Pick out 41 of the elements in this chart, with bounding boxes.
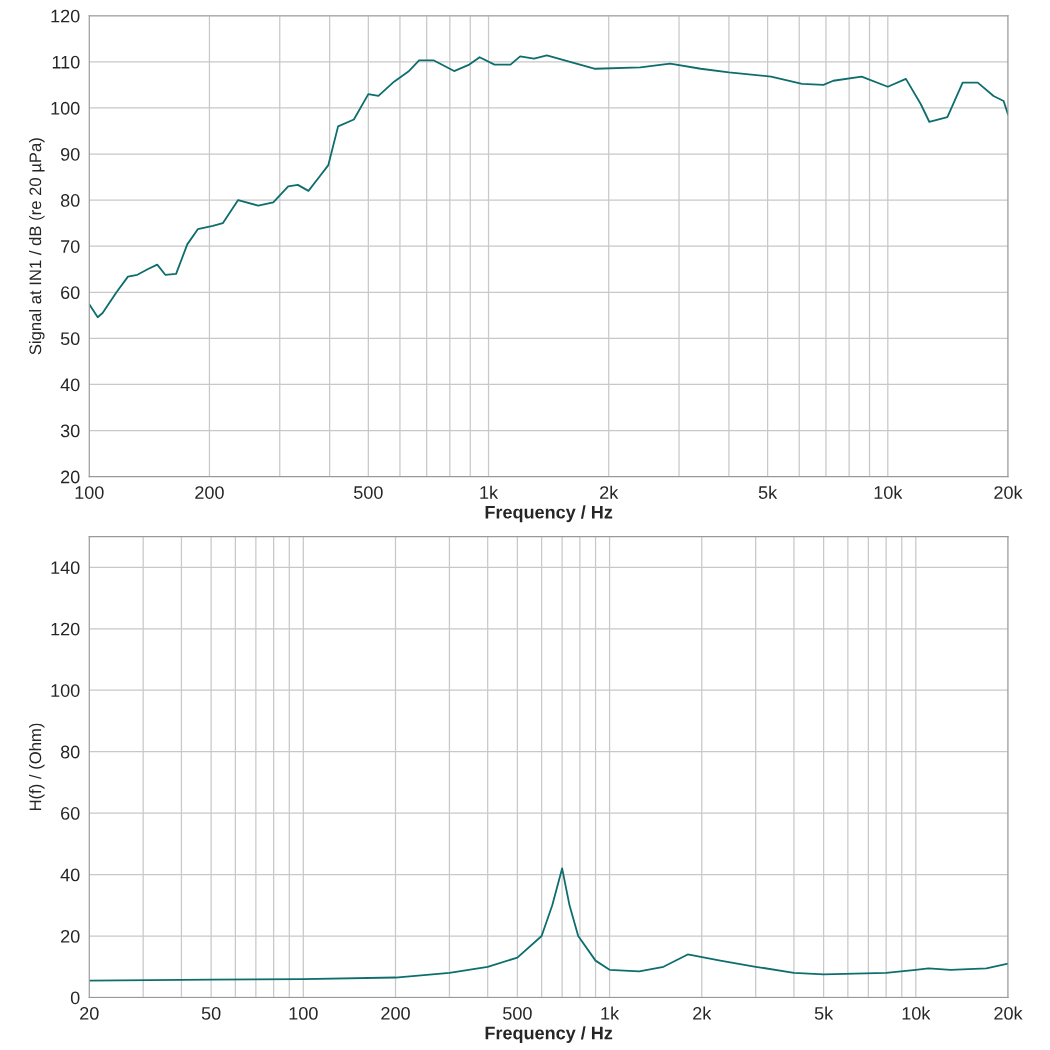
- y-tick-label: 20: [61, 470, 80, 484]
- y-tick-label: 80: [60, 194, 80, 207]
- x-tick-label: 200: [195, 486, 224, 499]
- x-tick-label: 500: [353, 486, 383, 499]
- y-tick-label: 0: [70, 991, 80, 1005]
- y-tick-label: 60: [61, 807, 80, 820]
- y-tick-label: 30: [60, 424, 80, 438]
- y-axis-title: Signal at IN1 / dB (re 20 µPa): [29, 138, 45, 355]
- x-tick-label: 5k: [814, 1006, 834, 1020]
- x-tick-label: 10k: [874, 485, 903, 499]
- y-tick-label: 50: [60, 332, 80, 346]
- y-tick-label: 100: [51, 684, 80, 697]
- y-tick-label: 120: [51, 9, 80, 23]
- x-tick-label: 1k: [601, 1006, 620, 1020]
- y-tick-label: 100: [51, 101, 80, 115]
- y-tick-label: 20: [61, 929, 80, 943]
- x-tick-label: 20: [80, 1007, 99, 1020]
- y-tick-label: 60: [61, 286, 80, 300]
- x-tick-label: 100: [75, 486, 104, 499]
- x-tick-label: 2k: [693, 1006, 712, 1020]
- x-tick-label: 50: [201, 1007, 221, 1020]
- x-tick-label: 20k: [994, 1006, 1023, 1020]
- x-axis-title: Frequency / Hz: [485, 505, 613, 523]
- y-axis-title: H(f) / (Ohm): [29, 723, 45, 811]
- y-tick-label: 110: [52, 55, 80, 69]
- x-tick-label: 1k: [480, 485, 499, 499]
- x-axis-title: Frequency / Hz: [485, 1026, 613, 1043]
- y-tick-label: 90: [60, 147, 80, 161]
- x-tick-label: 200: [381, 1007, 410, 1020]
- x-tick-label: 100: [289, 1007, 318, 1020]
- y-tick-label: 40: [60, 378, 80, 392]
- x-tick-label: 500: [503, 1007, 532, 1020]
- y-tick-label: 120: [51, 622, 80, 636]
- x-tick-label: 20k: [994, 485, 1023, 499]
- y-tick-label: 70: [61, 240, 80, 253]
- x-tick-label: 2k: [600, 485, 619, 499]
- y-tick-label: 140: [51, 561, 80, 575]
- x-tick-label: 5k: [758, 485, 778, 499]
- y-tick-label: 80: [60, 745, 80, 759]
- y-tick-label: 40: [60, 868, 80, 882]
- x-tick-label: 10k: [902, 1006, 931, 1020]
